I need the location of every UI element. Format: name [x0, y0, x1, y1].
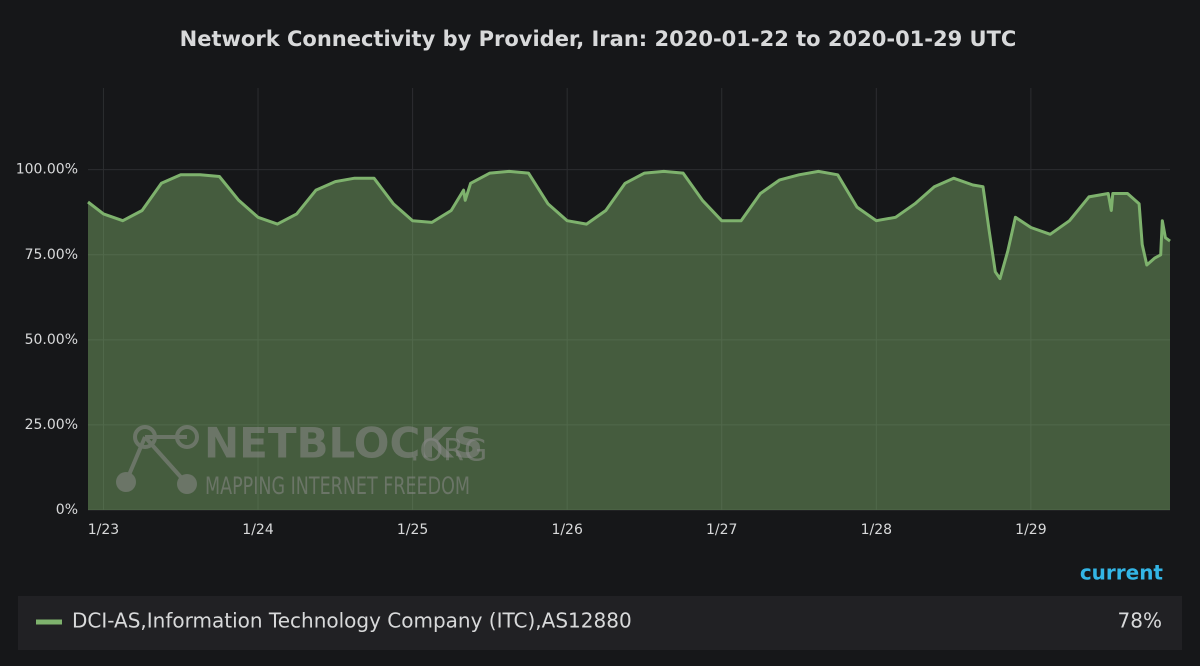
y-tick-label: 50.00% [25, 332, 78, 348]
x-tick-label: 1/28 [861, 522, 892, 538]
series-line [87, 169, 1171, 281]
legend-current: 78% [1118, 609, 1162, 633]
y-tick-label: 0% [56, 502, 78, 518]
x-tick-label: 1/26 [551, 522, 583, 538]
x-tick-label: 1/29 [1015, 522, 1046, 538]
x-tick-label: 1/27 [706, 522, 737, 538]
chart-title: Network Connectivity by Provider, Iran: … [180, 27, 1017, 51]
x-tick-label: 1/24 [242, 522, 274, 538]
watermark-brand: NETBLOCKS [204, 419, 483, 468]
watermark: NETBLOCKS .ORG MAPPING INTERNET FREEDOM [116, 419, 487, 500]
legend-label: DCI-AS,Information Technology Company (I… [72, 609, 632, 633]
y-tick-label: 75.00% [25, 247, 78, 263]
x-tick-label: 1/23 [88, 522, 119, 538]
area-fill [88, 171, 1170, 510]
plot-area: 0% 25.00% 50.00% 75.00% 100.00% 1/23 1/24 1/25 1… [16, 88, 1171, 538]
watermark-logo [116, 425, 199, 494]
legend-header: current [1080, 561, 1164, 585]
y-tick-label: 100.00% [16, 162, 78, 178]
x-tick-label: 1/25 [397, 522, 428, 538]
watermark-domain: .ORG [410, 434, 487, 469]
y-tick-label: 25.00% [25, 417, 78, 433]
watermark-tagline: MAPPING INTERNET FREEDOM [205, 472, 470, 500]
legend-row [18, 596, 1182, 650]
